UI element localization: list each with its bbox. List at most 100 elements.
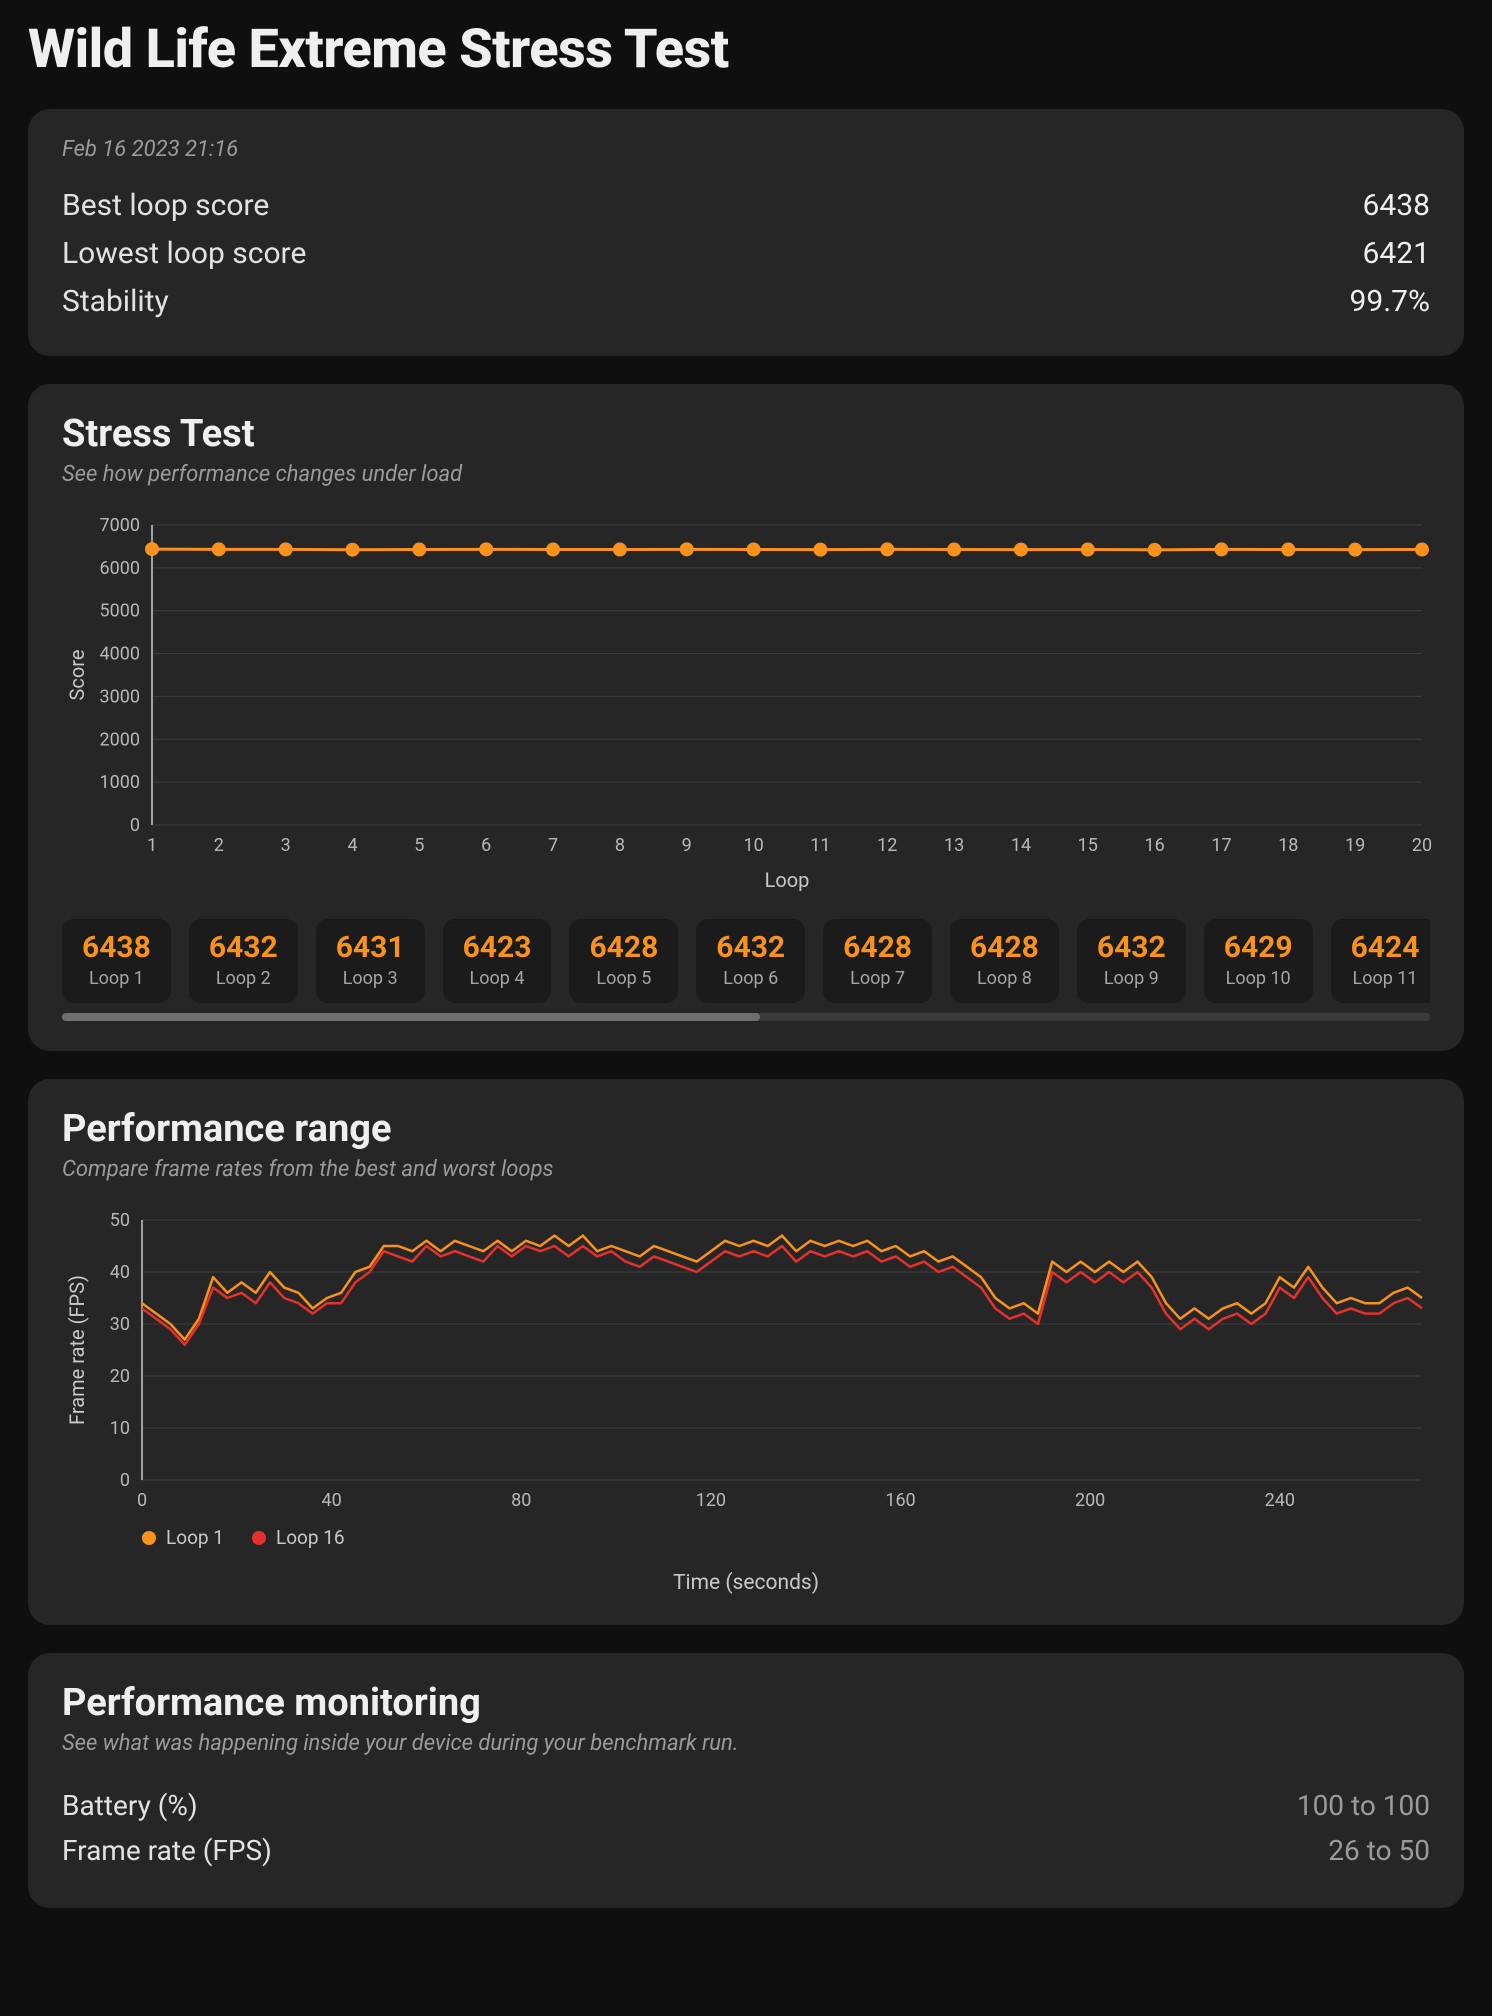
svg-text:9: 9 (682, 835, 692, 856)
svg-text:Score: Score (65, 650, 89, 701)
svg-text:80: 80 (511, 1490, 531, 1511)
loop-chip[interactable]: 6432 Loop 9 (1077, 919, 1186, 1003)
perf-range-legend: Loop 1 Loop 16 (142, 1526, 1430, 1549)
svg-text:Frame rate (FPS): Frame rate (FPS) (65, 1275, 89, 1425)
loop-chips-scroller[interactable]: 6438 Loop 1 6432 Loop 2 6431 Loop 3 6423 Loop 4… (62, 919, 1430, 1021)
summary-row-value: 6421 (1363, 230, 1430, 278)
svg-text:20: 20 (1412, 835, 1432, 856)
stress-test-card: Stress Test See how performance changes … (28, 384, 1464, 1051)
svg-text:5: 5 (414, 835, 424, 856)
svg-text:6000: 6000 (100, 558, 140, 579)
svg-text:13: 13 (944, 835, 964, 856)
svg-text:8: 8 (615, 835, 625, 856)
svg-text:0: 0 (120, 1470, 130, 1491)
summary-row-label: Best loop score (62, 182, 269, 230)
perf-mon-title: Performance monitoring (62, 1681, 1430, 1725)
perf-range-title: Performance range (62, 1107, 1430, 1151)
summary-card: Feb 16 2023 21:16 Best loop score6438Low… (28, 109, 1464, 356)
loop-chip-score: 6431 (336, 931, 405, 964)
monitoring-row: Frame rate (FPS) 26 to 50 (62, 1829, 1430, 1874)
loop-chip[interactable]: 6428 Loop 7 (823, 919, 932, 1003)
summary-row: Lowest loop score 6421 (62, 230, 1430, 278)
summary-row-value: 99.7% (1350, 278, 1430, 326)
loop-chip[interactable]: 6428Loop 5 (569, 919, 678, 1003)
loop-chip[interactable]: 6432Loop 6 (696, 919, 805, 1003)
loop-chip-score: 6432 (209, 931, 278, 964)
perf-range-xlabel: Time (seconds) (62, 1571, 1430, 1595)
summary-row-label: Lowest loop score (62, 230, 306, 278)
svg-text:240: 240 (1265, 1490, 1295, 1511)
monitoring-row-label: Frame rate (FPS) (62, 1829, 272, 1874)
loop-chip-label: Loop 3 (336, 968, 405, 989)
svg-text:18: 18 (1278, 835, 1298, 856)
legend-label: Loop 16 (276, 1526, 345, 1549)
legend-color-icon (142, 1531, 156, 1545)
svg-text:120: 120 (696, 1490, 726, 1511)
summary-row-label: Stability (62, 278, 169, 326)
loop-chip[interactable]: 6429Loop 10 (1204, 919, 1313, 1003)
legend-color-icon (252, 1531, 266, 1545)
svg-text:50: 50 (110, 1210, 130, 1231)
loop-chip-label: Loop 4 (463, 968, 532, 989)
monitoring-row-value: 26 to 50 (1328, 1829, 1430, 1874)
loop-chip-label: Loop 9 (1097, 968, 1166, 989)
svg-text:10: 10 (110, 1418, 130, 1439)
legend-item: Loop 1 (142, 1526, 224, 1549)
loop-chip[interactable]: 6428 Loop 8 (950, 919, 1059, 1003)
svg-text:7000: 7000 (100, 515, 140, 536)
svg-text:Loop: Loop (765, 868, 810, 892)
stress-test-subtitle: See how performance changes under load (62, 462, 1430, 487)
svg-text:6: 6 (481, 835, 491, 856)
loop-chip-label: Loop 2 (209, 968, 278, 989)
loop-chip[interactable]: 6432 Loop 2 (189, 919, 298, 1003)
loop-chip-label: Loop 7 (843, 968, 912, 989)
svg-text:10: 10 (743, 835, 763, 856)
monitoring-row: Battery (%)100 to 100 (62, 1784, 1430, 1829)
svg-text:4000: 4000 (100, 644, 140, 665)
svg-text:7: 7 (548, 835, 558, 856)
loop-chip-label: Loop 11 (1351, 968, 1420, 989)
loop-chip[interactable]: 6424Loop 11 (1331, 919, 1430, 1003)
svg-text:3000: 3000 (100, 686, 140, 707)
svg-text:16: 16 (1145, 835, 1165, 856)
svg-text:4: 4 (347, 835, 357, 856)
svg-text:12: 12 (877, 835, 897, 856)
loop-scrollbar-track[interactable] (62, 1013, 1430, 1021)
legend-label: Loop 1 (166, 1526, 224, 1549)
summary-row: Stability 99.7% (62, 278, 1430, 326)
loop-chip-label: Loop 8 (970, 968, 1039, 989)
loop-chip-label: Loop 10 (1224, 968, 1293, 989)
loop-chip-score: 6428 (843, 931, 912, 964)
svg-text:30: 30 (110, 1314, 130, 1335)
result-timestamp: Feb 16 2023 21:16 (62, 137, 1430, 162)
svg-text:3: 3 (281, 835, 291, 856)
svg-text:1: 1 (147, 835, 157, 856)
stress-test-chart: 0100020003000400050006000700012345678910… (62, 515, 1430, 895)
perf-mon-subtitle: See what was happening inside your devic… (62, 1731, 1430, 1756)
performance-range-card: Performance range Compare frame rates fr… (28, 1079, 1464, 1625)
loop-chip-score: 6438 (82, 931, 151, 964)
summary-row: Best loop score 6438 (62, 182, 1430, 230)
svg-text:200: 200 (1075, 1490, 1105, 1511)
loop-chip[interactable]: 6438 Loop 1 (62, 919, 171, 1003)
loop-chip-score: 6428 (970, 931, 1039, 964)
loop-chip-label: Loop 1 (82, 968, 151, 989)
loop-scrollbar-thumb[interactable] (62, 1013, 760, 1021)
perf-range-chart: 0102030405004080120160200240Frame rate (… (62, 1210, 1430, 1520)
svg-text:40: 40 (322, 1490, 342, 1511)
page-title: Wild Life Extreme Stress Test (28, 18, 1464, 81)
svg-text:19: 19 (1345, 835, 1365, 856)
svg-text:5000: 5000 (100, 601, 140, 622)
svg-text:17: 17 (1211, 835, 1231, 856)
svg-text:11: 11 (810, 835, 830, 856)
loop-chip[interactable]: 6431 Loop 3 (316, 919, 425, 1003)
loop-chip-score: 6423 (463, 931, 532, 964)
svg-text:2000: 2000 (100, 729, 140, 750)
loop-chip-score: 6432 (1097, 931, 1166, 964)
summary-row-value: 6438 (1363, 182, 1430, 230)
legend-item: Loop 16 (252, 1526, 345, 1549)
loop-chip-score: 6428 (589, 931, 658, 964)
loop-chip[interactable]: 6423 Loop 4 (443, 919, 552, 1003)
svg-text:20: 20 (110, 1366, 130, 1387)
svg-text:0: 0 (130, 815, 140, 836)
